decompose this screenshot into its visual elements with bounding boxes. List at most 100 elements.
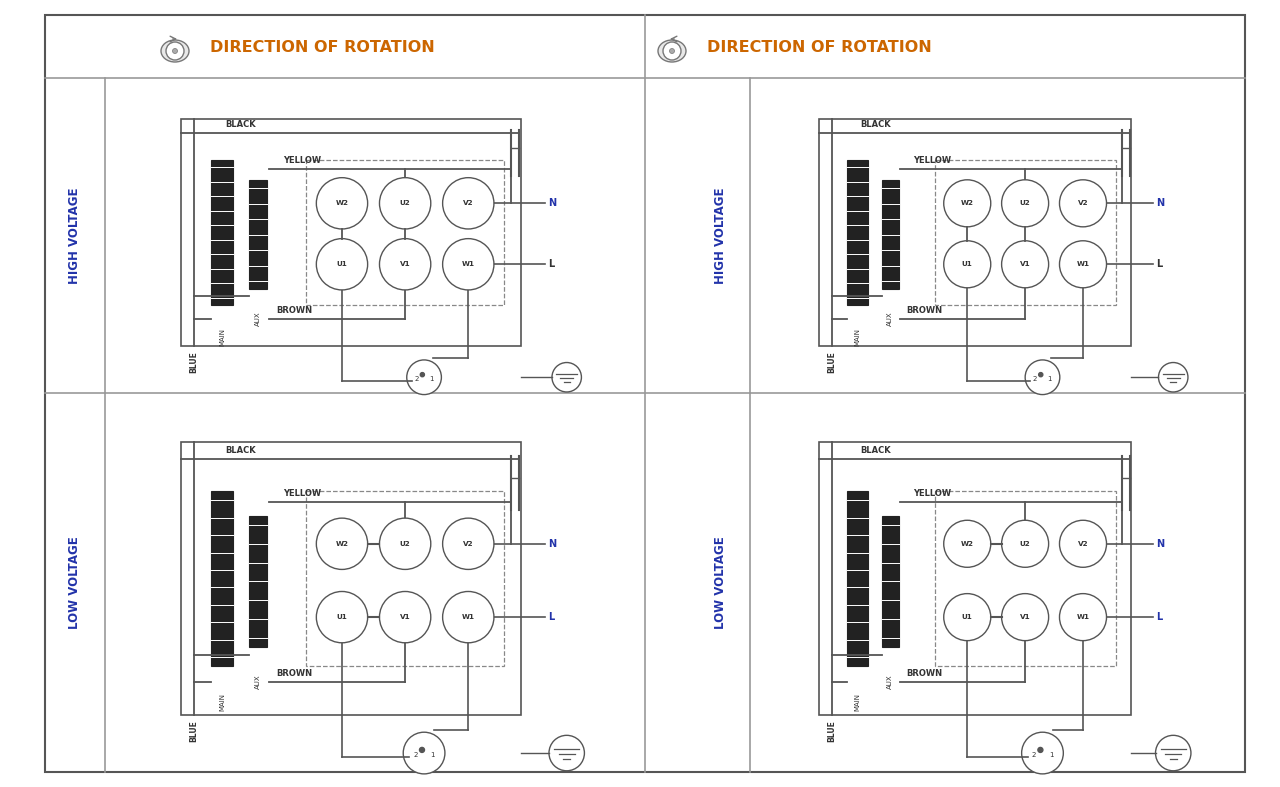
Text: 1: 1 [430,752,435,758]
Text: LOW VOLTAGE: LOW VOLTAGE [69,536,82,629]
Text: W1: W1 [462,261,475,268]
Text: HIGH VOLTAGE: HIGH VOLTAGE [713,187,727,284]
Bar [934,160,1116,305]
Text: V1: V1 [399,614,411,620]
Text: L: L [548,259,554,269]
Bar [934,491,1116,666]
Circle shape [1156,735,1190,770]
Text: W2: W2 [335,201,348,206]
Text: 1: 1 [1048,376,1052,382]
Bar [847,491,868,666]
Bar [306,491,504,666]
Circle shape [1060,241,1106,288]
Text: YELLOW: YELLOW [283,156,321,164]
Circle shape [1060,593,1106,641]
Circle shape [1038,748,1043,752]
Text: N: N [548,539,557,549]
Text: N: N [1156,198,1165,209]
Text: BLUE: BLUE [189,351,198,372]
Circle shape [1158,363,1188,392]
Text: V2: V2 [1078,201,1088,206]
Text: DIRECTION OF ROTATION: DIRECTION OF ROTATION [707,40,932,56]
Bar [819,442,1132,715]
Text: W2: W2 [961,541,974,547]
Text: DIRECTION OF ROTATION: DIRECTION OF ROTATION [210,40,435,56]
Circle shape [1025,360,1060,394]
Bar [180,442,521,715]
Text: BLACK: BLACK [225,120,256,128]
Bar [306,160,504,305]
Circle shape [316,238,367,290]
Text: V2: V2 [463,201,474,206]
Text: 2: 2 [1033,376,1037,382]
Circle shape [549,735,585,770]
Text: LOW VOLTAGE: LOW VOLTAGE [713,536,727,629]
Text: U1: U1 [961,614,973,620]
Circle shape [943,179,991,227]
Text: HIGH VOLTAGE: HIGH VOLTAGE [69,187,82,284]
Circle shape [552,363,581,392]
Bar [248,180,268,289]
Text: MAIN: MAIN [855,693,860,711]
Text: U2: U2 [399,201,411,206]
Text: AUX: AUX [887,674,893,689]
Text: V2: V2 [463,541,474,547]
Text: U2: U2 [1020,201,1030,206]
Text: 2: 2 [1032,752,1037,758]
Circle shape [943,593,991,641]
Circle shape [316,592,367,643]
Text: U2: U2 [1020,541,1030,547]
Text: BROWN: BROWN [276,670,312,678]
Text: W2: W2 [961,201,974,206]
Circle shape [443,592,494,643]
Text: BLUE: BLUE [827,720,836,742]
Text: L: L [1156,259,1162,269]
Text: MAIN: MAIN [219,327,225,345]
Circle shape [1002,241,1048,288]
Circle shape [443,518,494,570]
Text: BROWN: BROWN [906,305,943,315]
Text: W1: W1 [1076,261,1089,268]
Circle shape [173,49,178,54]
Ellipse shape [658,40,686,62]
Text: W1: W1 [1076,614,1089,620]
Circle shape [316,178,367,229]
Text: BLACK: BLACK [860,445,891,455]
Text: MAIN: MAIN [219,693,225,711]
Text: BLUE: BLUE [189,720,198,742]
Text: BROWN: BROWN [906,670,943,678]
Circle shape [379,518,431,570]
Text: YELLOW: YELLOW [283,490,321,498]
Circle shape [420,372,425,377]
Text: AUX: AUX [255,674,261,689]
Circle shape [316,518,367,570]
Text: N: N [1156,539,1165,549]
Text: L: L [548,612,554,623]
Bar [211,160,233,305]
Text: 1: 1 [429,376,434,382]
Circle shape [1038,372,1043,377]
Text: 2: 2 [415,376,419,382]
Bar [180,119,521,345]
Text: U2: U2 [399,541,411,547]
Circle shape [943,241,991,288]
Text: YELLOW: YELLOW [913,490,951,498]
Circle shape [379,238,431,290]
Text: U1: U1 [337,261,347,268]
Circle shape [1060,179,1106,227]
Text: BROWN: BROWN [276,305,312,315]
Text: U1: U1 [961,261,973,268]
Text: BLUE: BLUE [827,351,836,372]
Text: AUX: AUX [255,312,261,327]
Circle shape [669,49,675,54]
Circle shape [663,42,681,60]
Bar [847,160,868,305]
Text: 1: 1 [1048,752,1053,758]
Circle shape [943,520,991,567]
Text: V1: V1 [399,261,411,268]
Text: YELLOW: YELLOW [913,156,951,164]
Circle shape [166,42,184,60]
Circle shape [403,732,445,774]
Bar [882,516,899,647]
Text: BLACK: BLACK [225,445,256,455]
